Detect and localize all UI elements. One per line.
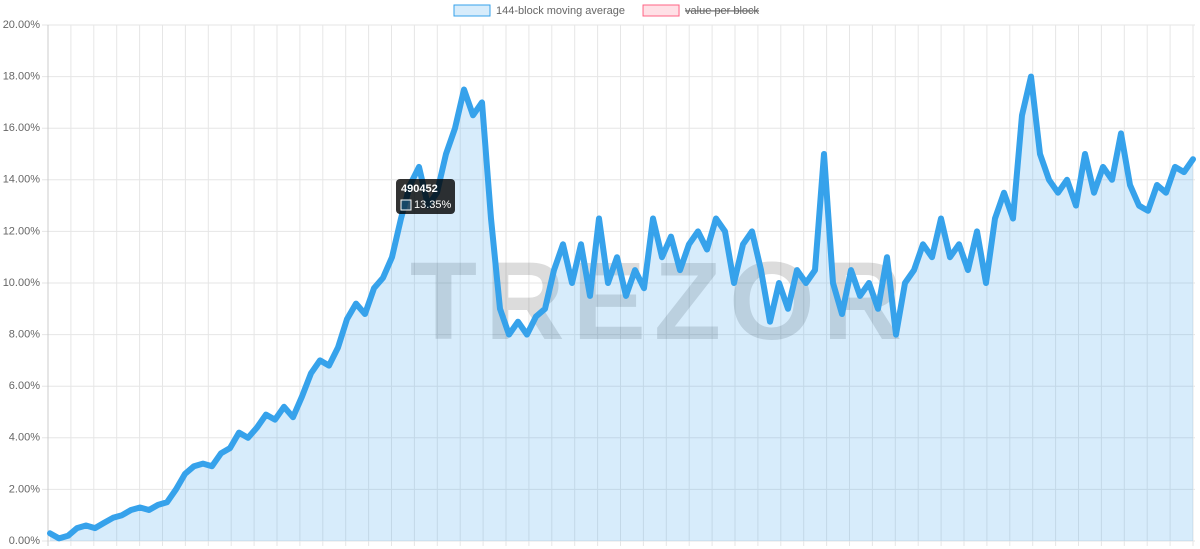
y-tick-label: 14.00% [3, 174, 41, 186]
y-tick-label: 2.00% [9, 483, 40, 495]
tooltip-label: 13.35% [414, 199, 452, 211]
watermark: TREZOR [410, 240, 910, 363]
y-tick-label: 8.00% [9, 329, 40, 341]
y-tick-label: 20.00% [3, 19, 41, 31]
legend-swatch [453, 4, 491, 17]
y-tick-label: 16.00% [3, 122, 41, 134]
legend-label: value per block [685, 5, 759, 17]
y-tick-label: 12.00% [3, 225, 41, 237]
y-tick-label: 18.00% [3, 71, 41, 83]
line [47, 73, 1196, 542]
y-tick-label: 0.00% [9, 535, 40, 547]
y-tick-label: 4.00% [9, 432, 40, 444]
y-tick-label: 6.00% [9, 380, 40, 392]
tooltip-swatch [400, 199, 412, 211]
legend-label: 144-block moving average [496, 5, 625, 17]
legend-swatch [642, 4, 680, 17]
y-tick-label: 10.00% [3, 277, 41, 289]
area [50, 76, 1193, 541]
tooltip-title: 490452 [401, 183, 438, 195]
tooltip: 490452 13.35% [396, 179, 455, 214]
